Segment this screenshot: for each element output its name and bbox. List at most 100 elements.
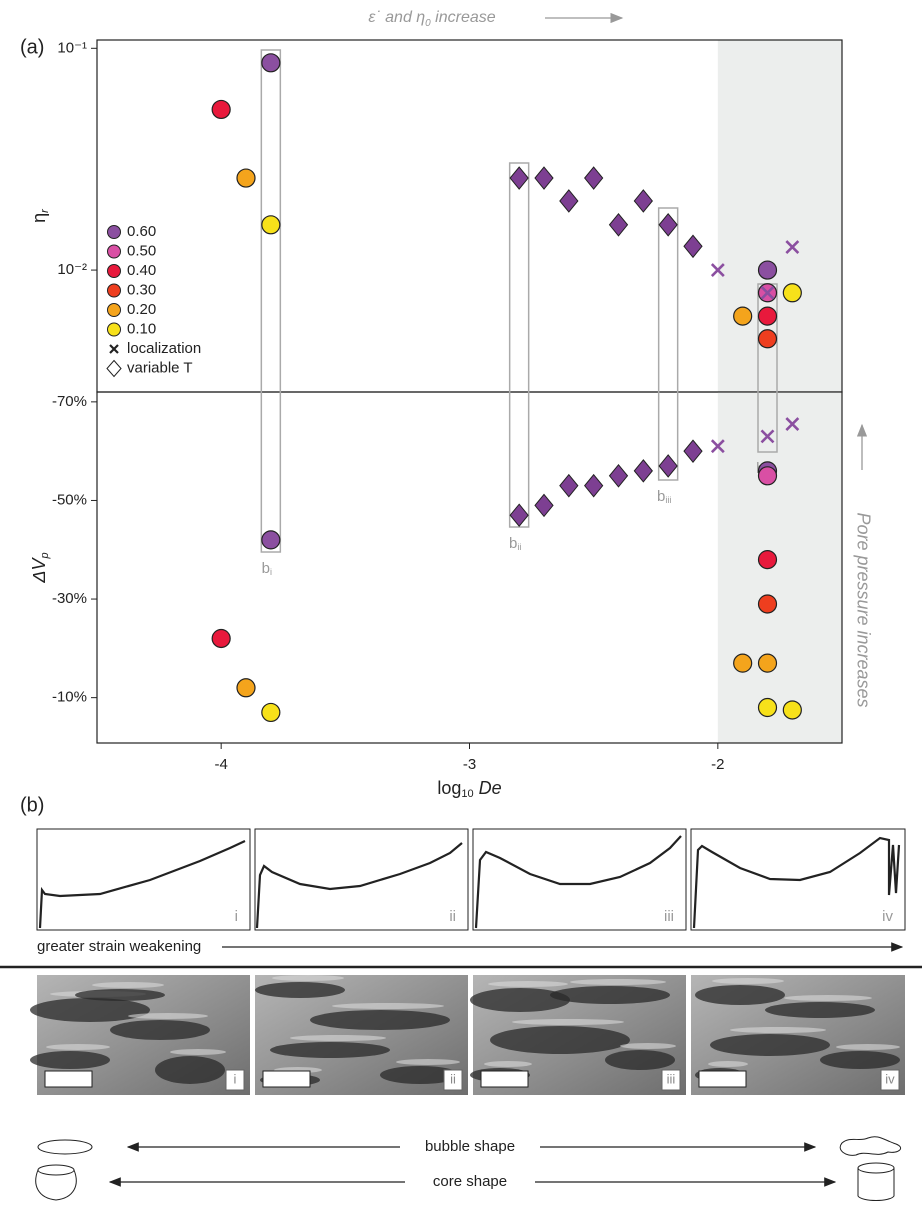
photo-texture: [765, 1002, 875, 1018]
legend-label: 0.40: [127, 262, 156, 279]
scale-bar: [44, 1070, 93, 1088]
data-point: [760, 285, 775, 300]
photo-texture: [30, 998, 150, 1022]
data-point: [261, 530, 281, 550]
highlight-label: bii: [509, 535, 521, 552]
curve-label: i: [235, 908, 238, 925]
data-point: [509, 503, 529, 528]
photo-texture: [470, 988, 570, 1012]
photo-label: i: [234, 1071, 237, 1086]
annotation-subscript: 0: [425, 18, 431, 29]
photo-texture: [270, 1042, 390, 1058]
legend-marker: [107, 225, 121, 239]
label-box: [880, 1069, 900, 1091]
photo-texture: [570, 979, 666, 985]
photo-texture: [620, 1043, 676, 1049]
legend-label: 0.20: [127, 301, 156, 318]
photo-texture: [488, 981, 568, 987]
x-tick-label: -2: [711, 756, 724, 773]
data-point: [211, 99, 231, 120]
curve-frame: [36, 828, 251, 931]
photo-texture: [784, 995, 872, 1001]
curve-label: iv: [882, 908, 893, 925]
photo-texture: [332, 1003, 444, 1009]
legend-label: localization: [127, 340, 201, 357]
data-point: [236, 168, 256, 188]
label-text: log: [437, 778, 461, 798]
data-point: [757, 329, 778, 349]
legend-marker: [107, 322, 121, 337]
label-box: [661, 1069, 681, 1091]
legend-label: 0.30: [127, 281, 156, 298]
legend-label: variable T: [127, 359, 193, 376]
data-point: [757, 594, 778, 614]
data-point: [757, 306, 778, 326]
panel-label: (b): [20, 794, 44, 816]
panel-label: (a): [20, 36, 44, 58]
photo-texture: [155, 1056, 225, 1084]
label-subscript: r: [39, 208, 51, 213]
strain-curves: [36, 828, 906, 931]
label-subscript: i: [270, 567, 272, 577]
data-point: [757, 260, 778, 280]
label-text: ΔV: [29, 557, 49, 584]
caption: core shape: [433, 1173, 507, 1190]
photos: i ii iii iv: [30, 975, 905, 1095]
data-point: [584, 166, 604, 190]
y-axis-label: ηr: [29, 208, 51, 223]
data-point: [757, 466, 778, 486]
photo-label: iv: [885, 1071, 895, 1086]
data-point: [633, 189, 653, 213]
y-tick-label: -50%: [52, 491, 87, 508]
photo-texture: [730, 1027, 826, 1033]
y-tick-label: -70%: [52, 393, 87, 410]
annotation-text: increase: [431, 9, 496, 26]
photo-texture: [75, 989, 165, 1001]
x-axis-label: log10 De: [437, 778, 501, 800]
legend-label: 0.60: [127, 223, 156, 240]
core-icon: [857, 1162, 895, 1201]
photo-texture: [110, 1020, 210, 1040]
data-point: [757, 550, 778, 570]
legend-label: 0.50: [127, 242, 156, 259]
y-tick-label: 10⁻¹: [57, 39, 87, 56]
shaded-region: [717, 40, 842, 392]
photo-texture: [255, 982, 345, 998]
data-point: [608, 213, 629, 237]
label-subscript: p: [39, 552, 51, 559]
photo-label: iii: [667, 1071, 676, 1086]
data-point: [236, 678, 256, 698]
curve-labels: i ii iii iv: [235, 908, 894, 925]
data-point: [658, 213, 678, 237]
label-subscript: 10: [461, 788, 473, 800]
data-point: [559, 473, 579, 498]
photo-texture: [836, 1044, 900, 1050]
plot-area: 10⁻¹ 10⁻² ηr -70% -50% -30% -10% -4 -3 -2 ΔVp log10…: [29, 39, 843, 800]
highlight-box: [657, 207, 679, 481]
data-point: [261, 702, 281, 723]
data-point: [757, 653, 778, 673]
scale-bar: [262, 1070, 311, 1088]
legend-marker: [107, 283, 121, 298]
bubble-icon: [839, 1136, 901, 1156]
label-subscript: ii: [517, 542, 521, 552]
core-icon: [35, 1164, 77, 1201]
label-text: b: [262, 560, 270, 577]
highlight-box: [260, 49, 282, 553]
top-annotation: ε˙ and η0 increase: [368, 9, 495, 28]
annotation-text: ε˙ and η: [368, 9, 425, 26]
photo-texture: [512, 1019, 624, 1025]
label-text: b: [509, 535, 517, 552]
y-axis-label: ΔVp: [29, 552, 51, 583]
data-point: [608, 464, 629, 488]
curve-frame: [472, 828, 687, 931]
scale-bar: [698, 1070, 747, 1088]
data-point: [683, 234, 703, 259]
photo-texture: [46, 1044, 110, 1050]
data-point: [559, 189, 579, 213]
right-annotation: Pore pressure increases: [853, 512, 873, 707]
caption: bubble shape: [425, 1138, 515, 1155]
data-point: [534, 493, 554, 518]
legend-marker: [109, 344, 119, 354]
legend-marker: [107, 264, 121, 278]
